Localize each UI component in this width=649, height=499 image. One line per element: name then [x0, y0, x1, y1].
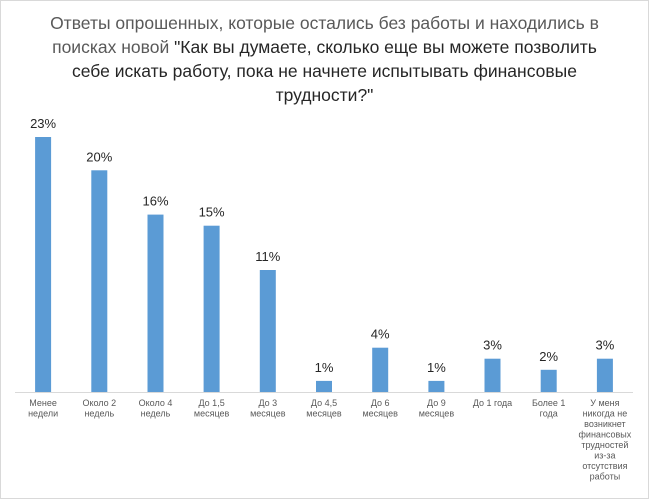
category-label-11: У меня никогда не возникнет финансовых трудн… [579, 398, 632, 482]
bar-3 [147, 214, 164, 392]
category-label-5: До 3 месяцев [250, 398, 286, 419]
value-label-2: 20% [86, 149, 112, 164]
bar-11 [596, 358, 613, 392]
chart-title: Ответы опрошенных, которые остались без … [41, 11, 608, 107]
value-label-3: 16% [142, 194, 168, 209]
category-label-10: Более 1 года [532, 398, 565, 419]
category-label-3: Около 4 недель [139, 398, 173, 419]
category-label-7: До 6 месяцев [362, 398, 398, 419]
category-label-9: До 1 года [473, 398, 512, 408]
bar-5 [259, 270, 276, 392]
bar-9 [484, 358, 501, 392]
value-label-11: 3% [596, 338, 615, 353]
bar-2 [91, 170, 108, 392]
chart-title-part1: Ответы опрошенных, которые остались без … [50, 13, 599, 57]
category-label-4: До 1,5 месяцев [194, 398, 230, 419]
value-label-4: 15% [199, 205, 225, 220]
category-label-8: До 9 месяцев [419, 398, 455, 419]
bar-10 [540, 369, 557, 392]
category-label-1: Менее недели [28, 398, 58, 419]
category-label-2: Около 2 недель [82, 398, 116, 419]
value-label-1: 23% [30, 116, 56, 131]
value-label-5: 11% [255, 249, 280, 264]
bar-8 [428, 380, 445, 392]
category-label-6: До 4,5 месяцев [306, 398, 342, 419]
value-label-9: 3% [483, 338, 502, 353]
bar-7 [372, 347, 389, 392]
chart-title-part2: "Как вы думаете, сколько еще вы можете п… [72, 37, 597, 105]
value-label-8: 1% [427, 360, 446, 375]
bar-4 [203, 225, 220, 392]
bar-1 [35, 137, 52, 392]
category-label-group: Менее недели Около 2 недель Около 4 недель До … [28, 398, 632, 482]
value-label-10: 2% [539, 349, 558, 364]
value-label-group: 23% 20% 16% 15% 11% 1% 4% 1% 3% 2% 3% [30, 116, 615, 375]
bar-group [35, 137, 613, 392]
value-label-7: 4% [371, 327, 390, 342]
value-label-6: 1% [315, 360, 334, 375]
bar-6 [316, 380, 332, 392]
